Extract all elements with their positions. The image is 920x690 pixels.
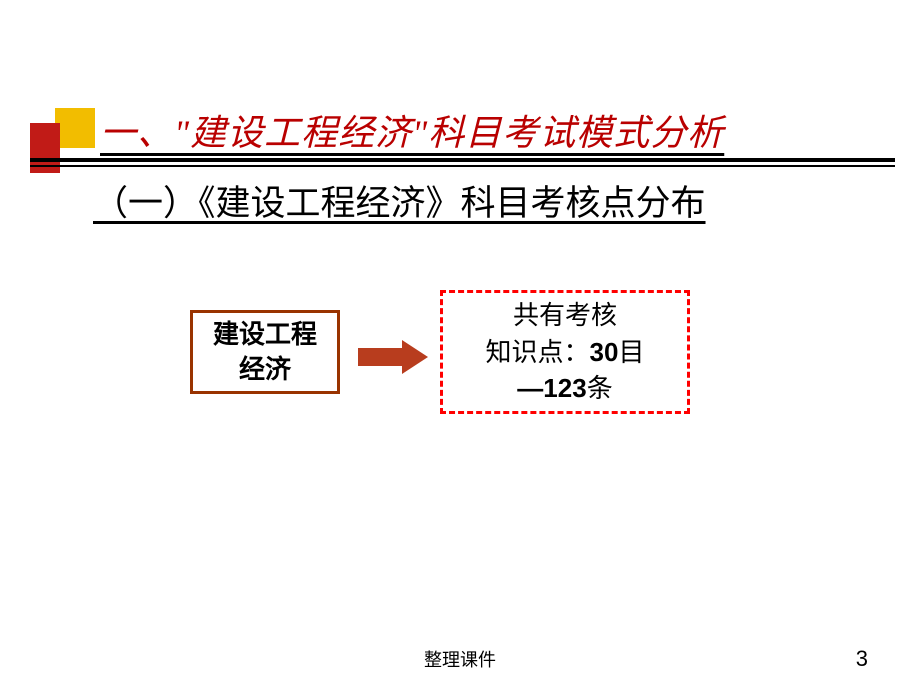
horizontal-rule-thin xyxy=(30,165,895,167)
line3-bold: —123 xyxy=(517,373,586,403)
left-box-line1: 建设工程 xyxy=(193,317,337,352)
flow-diagram: 建设工程 经济 共有考核 知识点：30目 —123条 xyxy=(190,290,720,440)
left-box-line2: 经济 xyxy=(193,352,337,387)
line2-suffix: 目 xyxy=(618,337,644,367)
arrow-head xyxy=(402,340,428,374)
left-box: 建设工程 经济 xyxy=(190,310,340,394)
subtitle-row: （一）《建设工程经济》科目考核点分布 xyxy=(93,175,863,226)
right-box-line1: 共有考核 xyxy=(443,297,687,333)
line3-suffix: 条 xyxy=(587,373,613,403)
yellow-block xyxy=(55,108,95,148)
arrow-body xyxy=(358,348,404,366)
line2-bold: 30 xyxy=(590,337,619,367)
arrow-icon xyxy=(358,340,428,374)
footer-label: 整理课件 xyxy=(0,646,920,672)
line2-prefix: 知识点： xyxy=(486,337,590,367)
right-box: 共有考核 知识点：30目 —123条 xyxy=(440,290,690,414)
subtitle: （一）《建设工程经济》科目考核点分布 xyxy=(93,184,706,223)
main-title: 一、"建设工程经济"科目考试模式分析 xyxy=(100,113,724,153)
right-box-line2: 知识点：30目 xyxy=(443,334,687,370)
title-row: 一、"建设工程经济"科目考试模式分析 xyxy=(100,104,890,156)
right-box-line3: —123条 xyxy=(443,370,687,406)
page-number: 3 xyxy=(856,646,868,672)
horizontal-rule-thick xyxy=(30,158,895,162)
